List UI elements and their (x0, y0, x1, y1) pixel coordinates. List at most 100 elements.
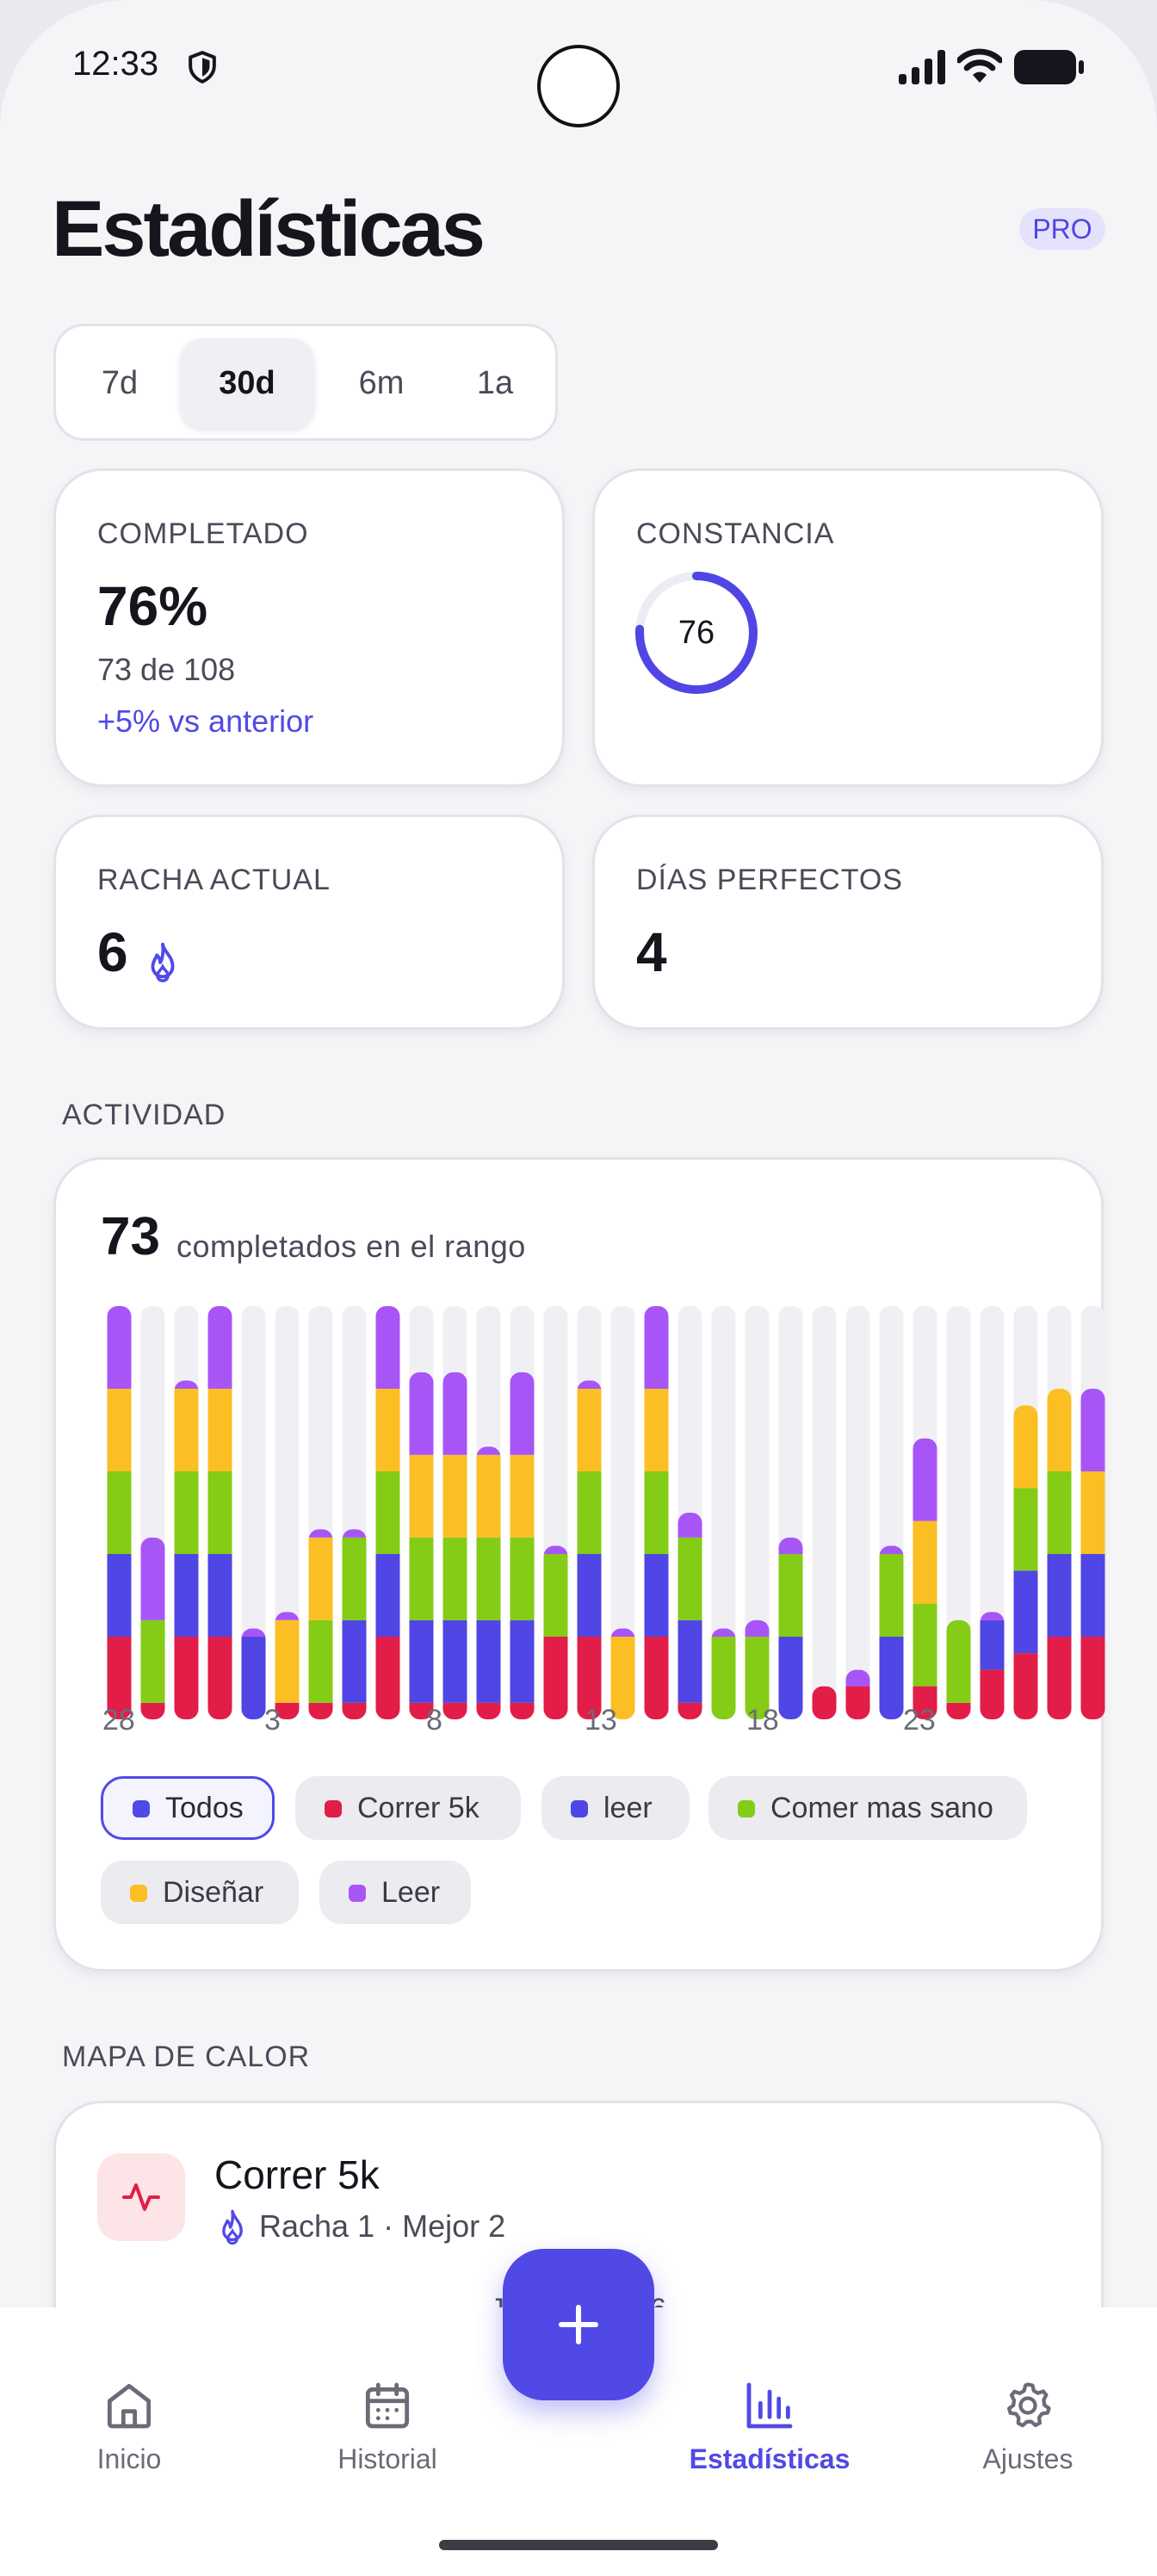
range-7d[interactable]: 7d (101, 365, 139, 401)
flame-icon (222, 2209, 243, 2245)
bar-segment (1080, 1389, 1105, 1471)
x-tick-label: 18 (746, 1704, 779, 1737)
bar-segment (510, 1619, 535, 1703)
perfect-days-label: DÍAS PERFECTOS (636, 864, 903, 896)
status-time: 12:33 (72, 45, 159, 83)
bar-segment (610, 1637, 635, 1719)
bar-segment (980, 1612, 1005, 1620)
bar-segment (1047, 1471, 1072, 1554)
streak-card: RACHA ACTUAL 6 (53, 814, 565, 1030)
bar-segment (1080, 1554, 1105, 1637)
filter-chip-comer-mas-sano[interactable]: Comer mas sano (708, 1776, 1027, 1840)
pro-badge[interactable]: PRO (1019, 208, 1105, 250)
activity-card: 73 completados en el rango 28 3 8 13 18 … (53, 1157, 1105, 1972)
range-6m[interactable]: 6m (358, 365, 405, 401)
bar-segment (879, 1545, 904, 1554)
bar-segment (476, 1446, 501, 1455)
bar-segment (107, 1554, 132, 1637)
bar-segment (1080, 1637, 1105, 1719)
bar-segment (644, 1554, 669, 1637)
streak-value: 6 (97, 921, 128, 983)
add-habit-button[interactable] (503, 2249, 654, 2400)
consistency-value: 76 (677, 615, 715, 651)
bar-segment (140, 1619, 165, 1703)
nav-label: Ajustes (982, 2443, 1073, 2474)
bar-segment (577, 1554, 602, 1637)
completed-detail: 73 de 108 (97, 652, 236, 687)
bar-segment (174, 1389, 199, 1471)
filter-chip-label: leer (603, 1792, 653, 1824)
bar-segment (207, 1306, 232, 1389)
bar-segment (1013, 1488, 1038, 1571)
filter-chip-disenar[interactable]: Diseñar (101, 1861, 299, 1924)
bar-segment (845, 1686, 870, 1719)
bar-segment (275, 1702, 300, 1719)
range-30d[interactable]: 30d (180, 338, 314, 428)
nav-item-historial[interactable]: Historial (293, 2378, 482, 2475)
bar-segment (207, 1554, 232, 1637)
bar-segment (107, 1637, 132, 1719)
bar-segment (308, 1529, 333, 1538)
bar-segment (342, 1529, 367, 1538)
bar-segment (1047, 1389, 1072, 1471)
legend-swatch (133, 1800, 150, 1817)
range-1a[interactable]: 1a (476, 365, 514, 401)
bar-segment (409, 1537, 434, 1620)
bar-segment (342, 1537, 367, 1620)
home-indicator (439, 2540, 718, 2550)
bar-segment (308, 1702, 333, 1719)
bar-segment (442, 1372, 467, 1455)
bar-segment (913, 1520, 937, 1604)
x-tick-label: 8 (426, 1704, 442, 1737)
bar-segment (1080, 1471, 1105, 1554)
bar-segment (745, 1619, 770, 1637)
perfect-days-value: 4 (636, 921, 667, 983)
activity-total: 73 (101, 1207, 160, 1266)
bar-segment (778, 1537, 803, 1554)
nav-item-ajustes[interactable]: Ajustes (933, 2378, 1123, 2475)
bar-segment (375, 1471, 400, 1554)
filter-chip-leer-2[interactable]: Leer (319, 1861, 471, 1924)
bar-segment (577, 1637, 602, 1719)
filter-chip-leer[interactable]: leer (541, 1776, 690, 1840)
bar-segment (476, 1619, 501, 1703)
flame-icon (151, 942, 175, 982)
legend-swatch (571, 1800, 588, 1817)
bar-track (745, 1306, 770, 1719)
legend-swatch (738, 1800, 755, 1817)
bar-segment (812, 1686, 837, 1719)
x-tick-label: 13 (585, 1704, 617, 1737)
bar-segment (442, 1702, 467, 1719)
nav-item-inicio[interactable]: Inicio (34, 2378, 224, 2475)
filter-chip-todos[interactable]: Todos (101, 1776, 275, 1840)
bar-segment (778, 1637, 803, 1719)
nav-item-estadisticas[interactable]: Estadísticas (675, 2378, 864, 2475)
bar-segment (140, 1702, 165, 1719)
nav-label: Historial (337, 2443, 437, 2474)
page-title: Estadísticas (52, 185, 486, 273)
completed-delta: +5% vs anterior (97, 703, 314, 739)
bar-segment (1013, 1653, 1038, 1719)
bar-segment (644, 1471, 669, 1554)
bar-segment (375, 1637, 400, 1719)
wifi-icon (957, 48, 1002, 83)
bar-segment (174, 1380, 199, 1389)
bar-chart-icon (746, 2382, 793, 2429)
bar-segment (980, 1619, 1005, 1670)
streak-label: RACHA ACTUAL (97, 864, 331, 896)
bar-segment (711, 1637, 736, 1719)
bar-segment (409, 1702, 434, 1719)
legend-swatch (325, 1800, 342, 1817)
filter-chip-correr-5k[interactable]: Correr 5k (295, 1776, 521, 1840)
bar-segment (275, 1612, 300, 1620)
bar-segment (241, 1628, 266, 1637)
camera-cutout (537, 45, 620, 127)
bar-segment (778, 1554, 803, 1637)
range-selector: 7d 30d 6m 1a (53, 324, 558, 441)
bar-segment (207, 1471, 232, 1554)
nav-label: Estadísticas (689, 2443, 851, 2474)
bar-segment (946, 1702, 971, 1719)
bar-segment (107, 1306, 132, 1389)
perfect-days-card: DÍAS PERFECTOS 4 (592, 814, 1104, 1030)
